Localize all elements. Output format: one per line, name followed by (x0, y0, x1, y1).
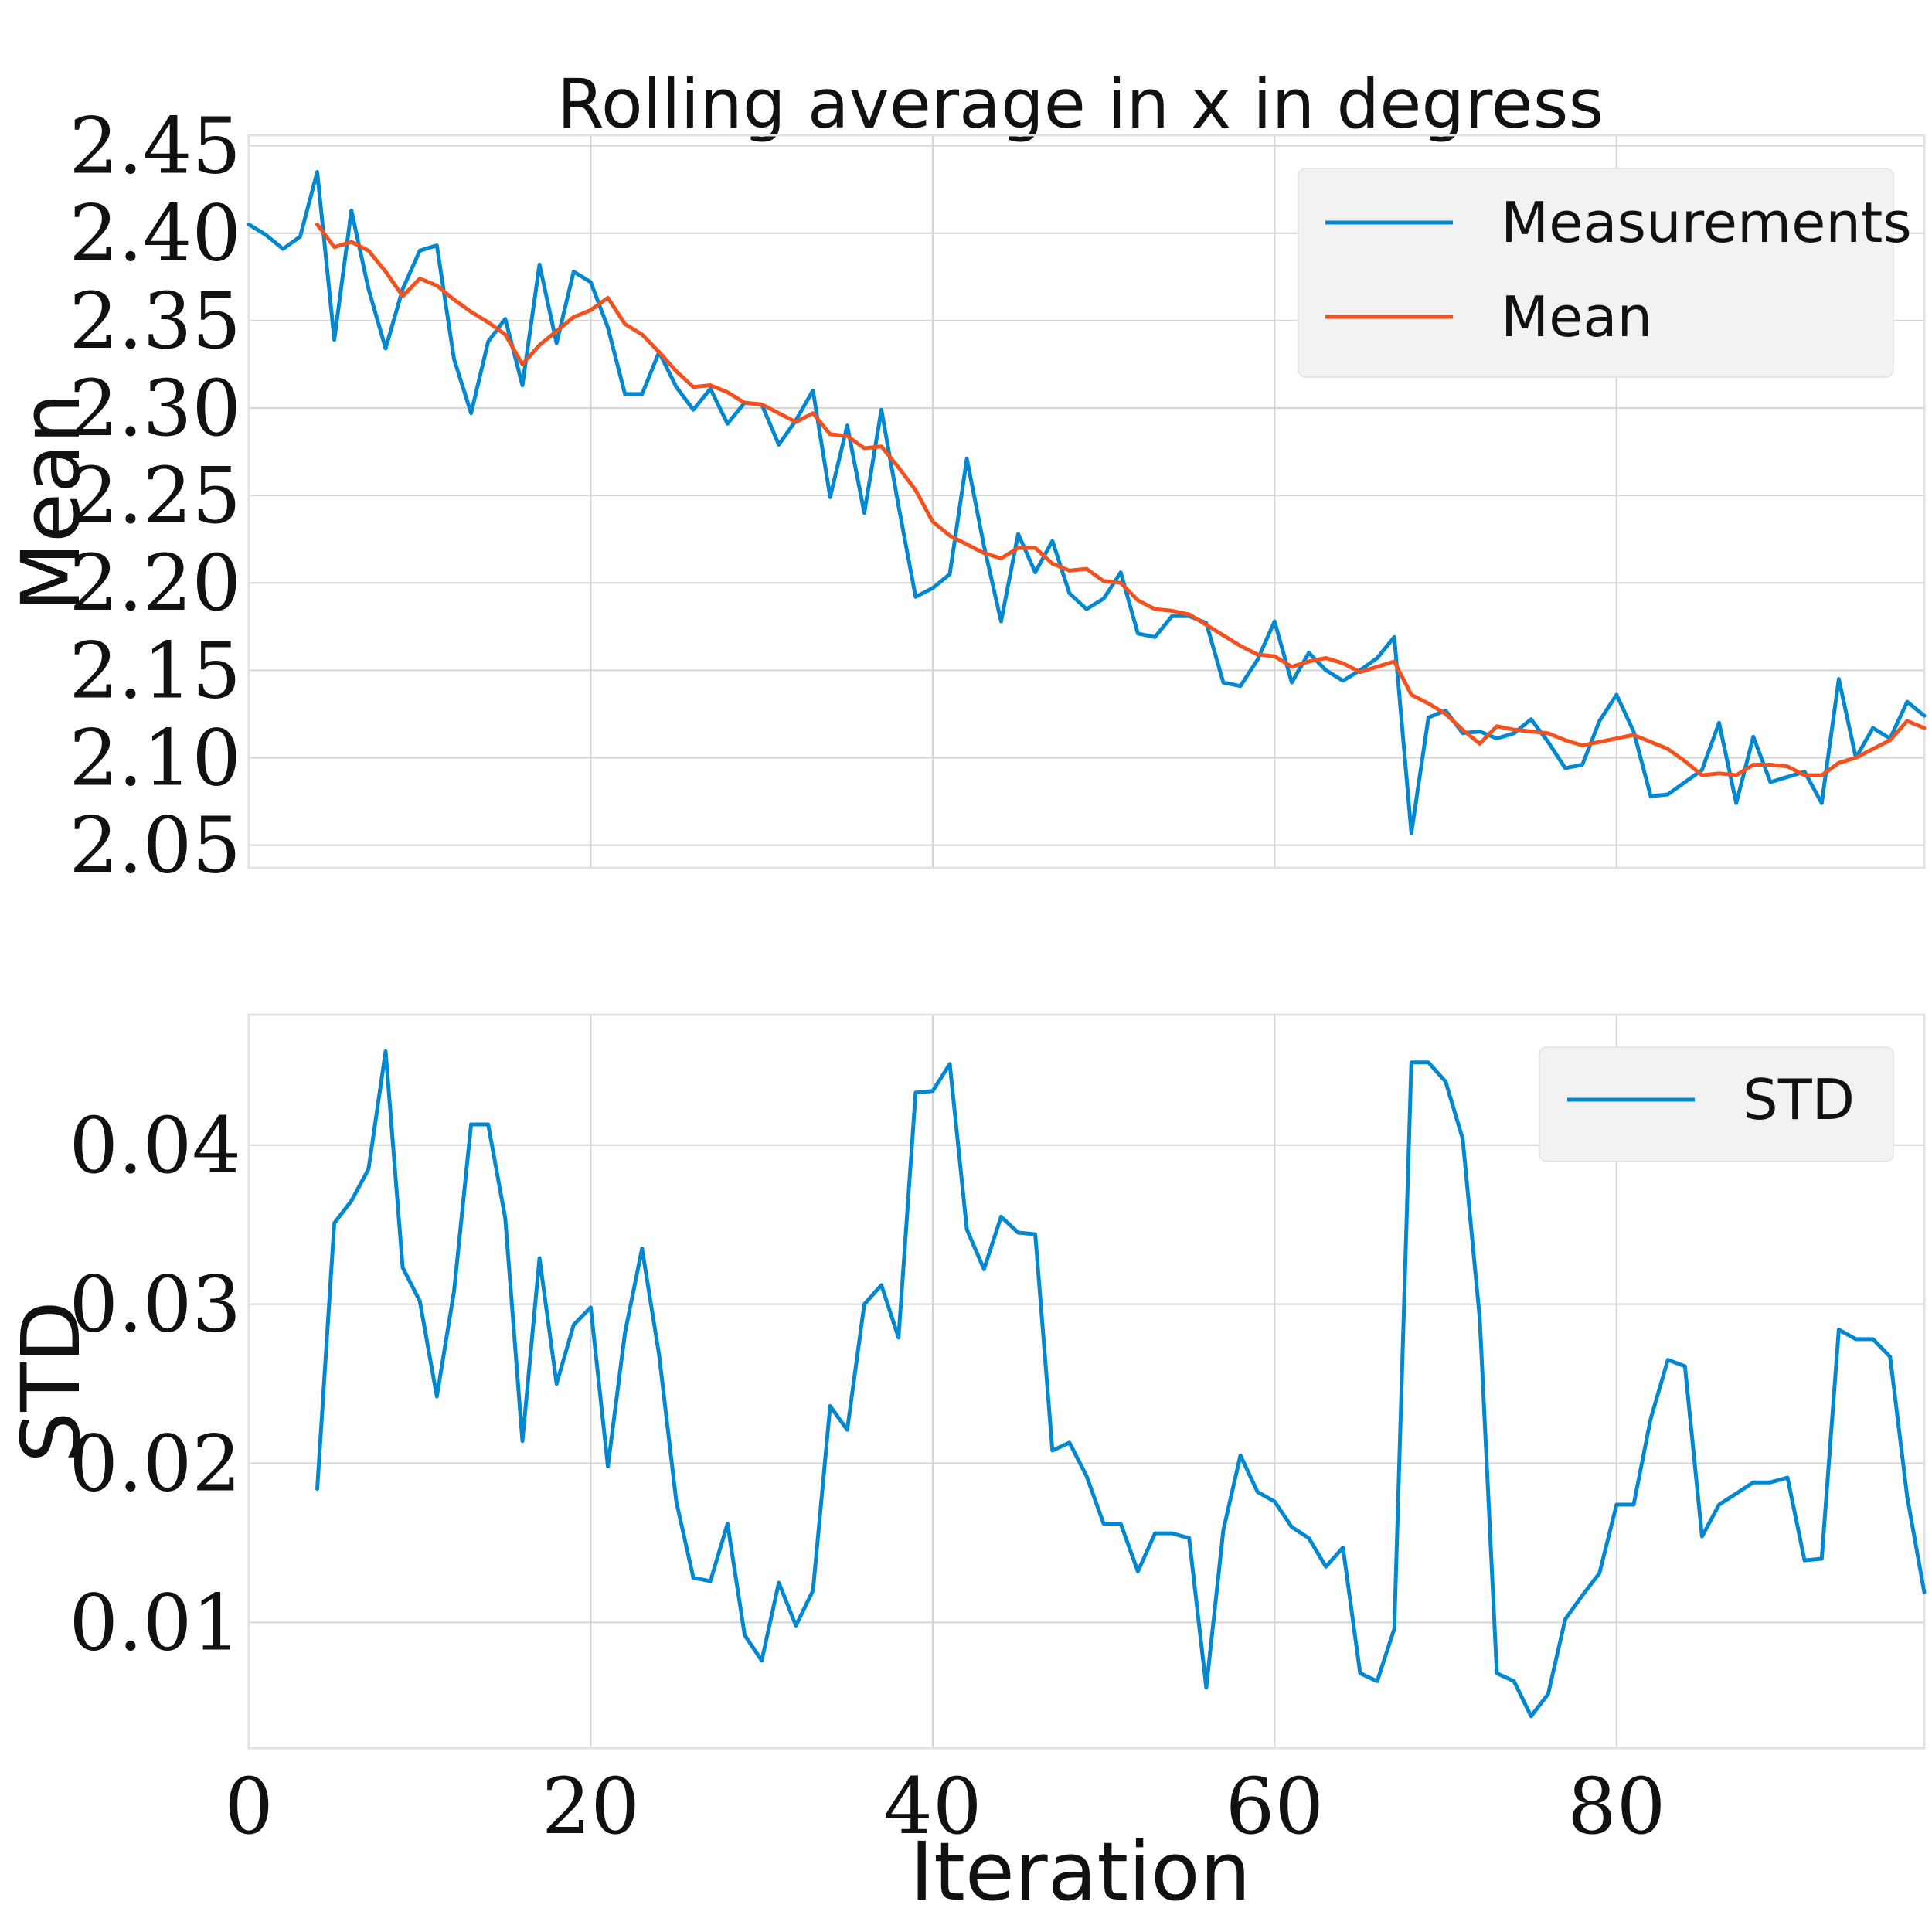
series-line-measurements (247, 170, 1927, 835)
mean-y-tick-label: 2.25 (69, 451, 241, 541)
std-y-tick-label: 0.02 (69, 1419, 241, 1509)
std-y-tick-label: 0.04 (69, 1100, 241, 1191)
mean-y-tick-label: 2.10 (69, 713, 241, 803)
std-y-axis-label: STD (4, 1301, 98, 1463)
mean-y-axis-label: Mean (4, 393, 98, 611)
legend-label-measurements: Measurements (1501, 190, 1912, 255)
std-x-tick-label: 0 (224, 1761, 274, 1852)
mean-series-layer (247, 170, 1927, 835)
std-x-tick-label: 80 (1567, 1761, 1665, 1852)
mean-y-ticks: 2.052.102.152.202.252.302.352.402.45 (69, 101, 241, 891)
std-legend: STD (1539, 1046, 1894, 1162)
std-x-tick-label: 40 (883, 1761, 981, 1852)
series-line-mean (315, 222, 1927, 777)
mean-y-tick-label: 2.45 (69, 101, 241, 192)
legend-label-std: STD (1743, 1067, 1855, 1132)
mean-y-tick-label: 2.40 (69, 189, 241, 279)
std-x-tick-label: 60 (1226, 1761, 1324, 1852)
mean-panel: 2.052.102.152.202.252.302.352.402.45 Mea… (4, 101, 1927, 891)
legend-label-mean: Mean (1501, 284, 1652, 349)
std-legend-box (1539, 1046, 1894, 1162)
mean-plot-frame (247, 134, 1926, 869)
std-series-layer (315, 1049, 1927, 1719)
std-x-ticks: 0 20 40 60 80 (224, 1761, 1665, 1852)
mean-legend: Measurements Mean (1298, 168, 1912, 378)
std-y-tick-label: 0.01 (69, 1577, 241, 1668)
std-y-tick-label: 0.03 (69, 1260, 241, 1350)
mean-y-tick-label: 2.20 (69, 538, 241, 628)
series-line-std (315, 1049, 1927, 1719)
x-axis-label: Iteration (910, 1825, 1250, 1919)
mean-y-tick-label: 2.15 (69, 625, 241, 716)
std-panel: 0.01 0.02 0.03 0.04 0 20 40 60 80 STD Iteration… (4, 1013, 1927, 1919)
std-y-ticks: 0.01 0.02 0.03 0.04 (69, 1100, 241, 1668)
std-x-tick-label: 20 (542, 1761, 640, 1852)
mean-y-tick-label: 2.35 (69, 276, 241, 366)
mean-y-tick-label: 2.05 (69, 801, 241, 891)
std-plot-frame (247, 1013, 1926, 1750)
chart-title: Rolling average in x in degress (557, 64, 1604, 144)
mean-y-tick-label: 2.30 (69, 363, 241, 454)
